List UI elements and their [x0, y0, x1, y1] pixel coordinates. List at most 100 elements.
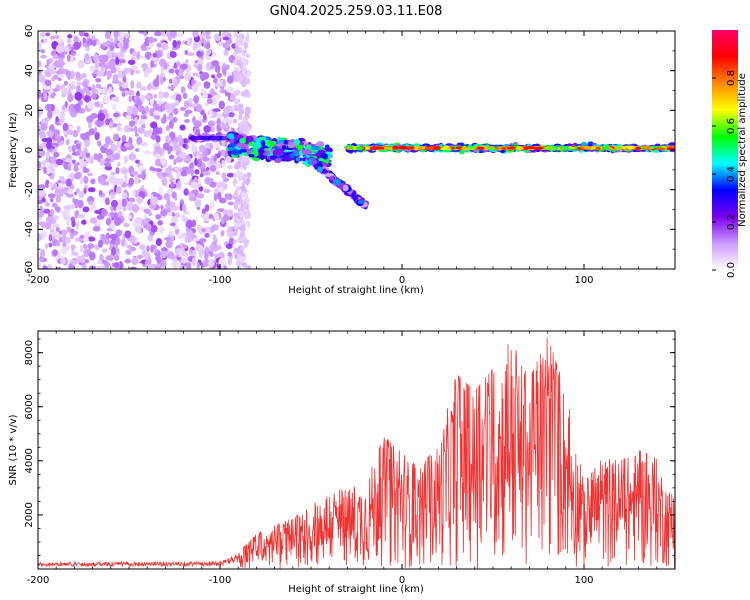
spectrogram-noise-blob — [114, 217, 122, 226]
spectrogram-tone-blob — [583, 145, 591, 150]
spectrogram-noise-blob — [60, 87, 69, 95]
spectrogram-noise-blob — [226, 39, 233, 44]
spectrogram-noise-blob — [198, 159, 202, 165]
spectrogram-noise-blob — [184, 235, 193, 243]
spectrogram-noise-blob — [143, 70, 149, 78]
spectrogram-noise-blob — [139, 55, 146, 60]
spectrogram-noise-blob — [221, 159, 225, 165]
spectrogram-noise-blob — [87, 172, 93, 177]
spectrogram-noise-blob — [38, 107, 44, 116]
spectrogram-tone-blob — [409, 146, 415, 149]
spectrogram-noise-blob — [227, 251, 232, 257]
spectrogram-noise-blob — [152, 193, 161, 197]
spectrogram-noise-blob — [226, 228, 231, 234]
spectrogram-noise-blob — [76, 81, 83, 86]
spectrogram-signal-blob — [258, 136, 265, 140]
spectrogram-noise-blob — [161, 41, 168, 48]
spectrogram-noise-blob — [173, 225, 179, 230]
spectrogram-tone-blob — [545, 146, 555, 150]
spectrogram-noise-blob — [92, 225, 101, 232]
spectrogram-noise-blob — [74, 191, 78, 196]
spectrogram-noise-blob — [243, 173, 247, 181]
spectrogram-noise-blob — [159, 76, 164, 85]
spectrogram-noise-blob — [60, 257, 66, 265]
spectrogram-noise-blob — [161, 102, 167, 111]
figure-title: GN04.2025.259.03.11.E08 — [270, 4, 443, 19]
spectrogram-noise-blob — [134, 125, 138, 134]
spectrogram-noise-blob — [112, 153, 121, 161]
colorbar-ticks: 0.0 0.2 0.4 0.6 0.8 — [712, 70, 737, 278]
spectrogram-noise-blob — [82, 206, 90, 213]
spectrogram-noise-blob — [171, 191, 177, 199]
spectrogram-noise-blob — [131, 257, 139, 266]
spectrogram-noise-blob — [104, 261, 110, 269]
spectrogram-noise-blob — [84, 139, 90, 148]
spectrogram-noise-blob — [117, 122, 122, 127]
spectrogram-noise-blob — [116, 186, 122, 193]
spectrogram-noise-blob — [197, 150, 201, 159]
spectrogram-noise-blob — [166, 199, 171, 207]
snr-xtick-label: -200 — [27, 575, 50, 586]
spectrogram-noise-blob — [147, 233, 154, 242]
spectrogram-noise-blob — [105, 197, 110, 206]
spectrogram-noise-blob — [115, 229, 123, 237]
spectrogram-ytick-label: -60 — [24, 261, 35, 277]
spectrogram-noise-blob — [233, 98, 239, 107]
spectrogram-noise-blob — [66, 226, 72, 232]
spectrogram-noise-blob — [67, 163, 72, 172]
spectrogram-noise-blob — [160, 210, 167, 216]
spectrogram-noise-blob — [175, 146, 182, 153]
spectrogram-noise-blob — [222, 209, 229, 215]
spectrogram-noise-blob — [87, 243, 95, 249]
spectrogram-noise-blob — [61, 187, 69, 192]
spectrogram-noise-blob — [139, 86, 148, 91]
spectrogram-noise-blob — [53, 60, 61, 68]
spectrogram-noise-blob — [132, 189, 136, 197]
spectrogram-noise-blob — [203, 81, 211, 89]
spectrogram-noise-blob — [163, 236, 172, 241]
spectrogram-noise-blob — [110, 199, 119, 208]
spectrogram-noise-blob — [196, 103, 203, 113]
spectrogram-noise-blob — [70, 110, 77, 118]
spectrogram-noise-blob — [186, 229, 194, 238]
spectrogram-noise-blob — [213, 213, 220, 221]
spectrogram-marks — [38, 31, 675, 269]
spectrogram-noise-blob — [233, 231, 238, 237]
spectrogram-noise-blob — [178, 75, 185, 80]
spectrogram-noise-blob — [46, 140, 52, 150]
spectrogram-noise-blob — [71, 252, 79, 256]
spectrogram-noise-blob — [52, 88, 60, 92]
spectrogram-noise-blob — [45, 32, 51, 37]
spectrogram-noise-blob — [83, 132, 91, 137]
colorbar-tick-label: 0.2 — [726, 214, 737, 230]
spectrogram-noise-blob — [71, 159, 76, 164]
spectrogram-noise-blob — [38, 221, 46, 226]
spectrogram-noise-blob — [245, 53, 250, 59]
spectrogram-noise-blob — [67, 188, 74, 195]
spectrogram-noise-blob — [213, 253, 220, 258]
spectrogram-noise-blob — [38, 188, 45, 197]
spectrogram-noise-blob — [244, 264, 249, 269]
spectrogram-noise-blob — [233, 239, 237, 245]
spectrogram-tone-blob — [387, 146, 393, 151]
spectrogram-noise-blob — [222, 42, 230, 49]
spectrogram-noise-blob — [169, 201, 176, 208]
spectrogram-noise-blob — [105, 217, 112, 226]
spectrogram-noise-blob — [167, 136, 172, 142]
spectrogram-noise-blob — [209, 143, 213, 151]
spectrogram-noise-blob — [243, 238, 250, 246]
spectrogram-noise-blob — [156, 171, 161, 177]
spectrogram-noise-blob — [122, 76, 127, 83]
spectrogram-noise-blob — [176, 171, 182, 180]
spectrogram-noise-blob — [238, 114, 243, 121]
spectrogram-noise-blob — [79, 158, 85, 167]
spectrogram-noise-blob — [200, 89, 207, 94]
spectrogram-tone-blob — [355, 146, 365, 150]
spectrogram-noise-blob — [153, 93, 158, 99]
spectrogram-noise-blob — [141, 110, 146, 115]
spectrogram-noise-blob — [186, 262, 192, 269]
spectrogram-noise-blob — [244, 197, 250, 204]
spectrogram-noise-blob — [245, 108, 251, 116]
spectrogram-noise-blob — [168, 68, 175, 74]
spectrogram-noise-blob — [89, 217, 98, 224]
